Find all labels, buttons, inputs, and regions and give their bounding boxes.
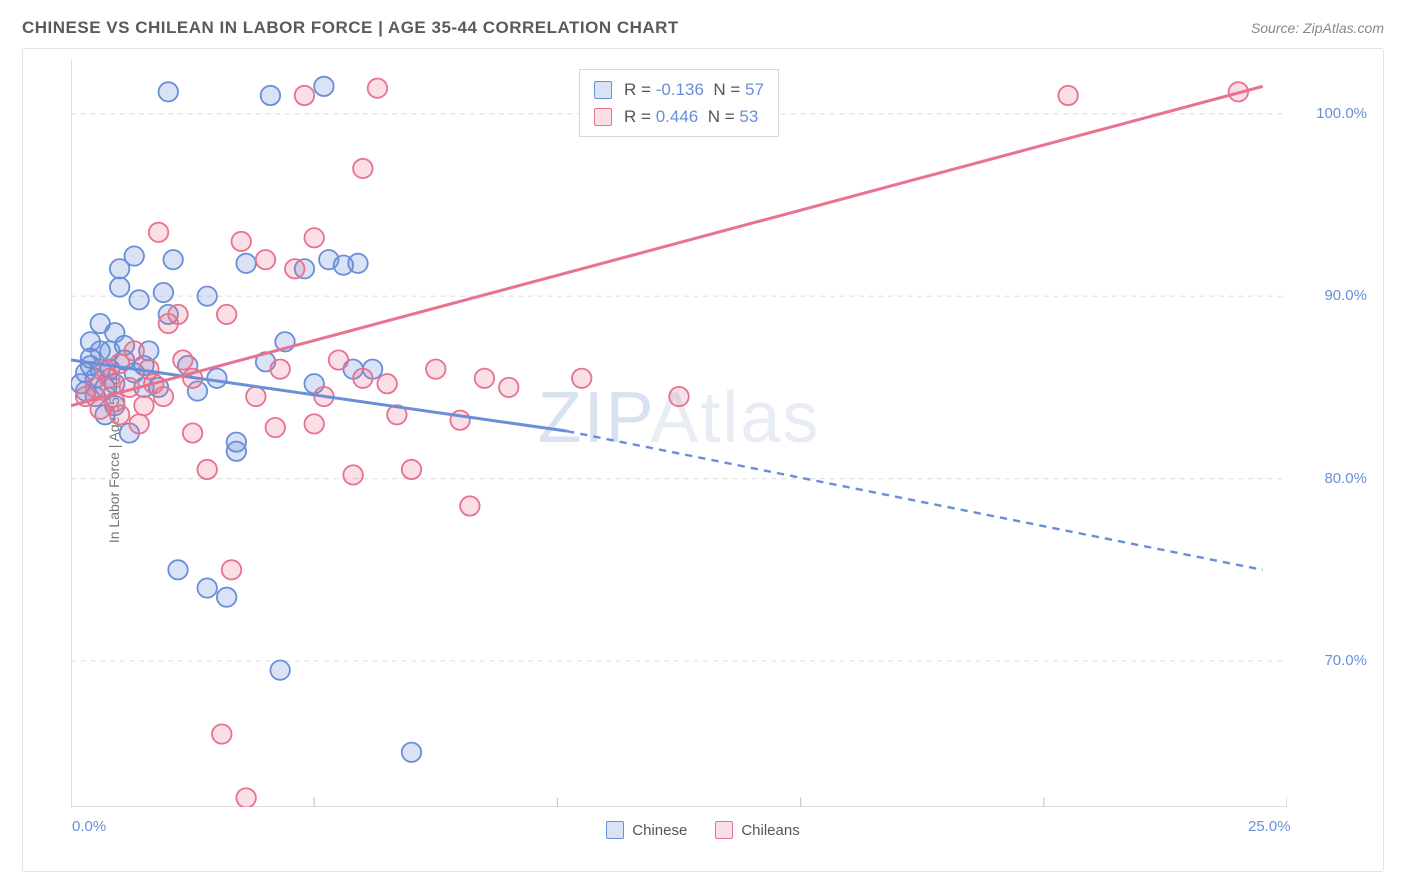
y-tick-label: 80.0%: [1324, 470, 1367, 487]
y-tick-label: 100.0%: [1316, 105, 1367, 122]
legend-swatch-chinese: [594, 81, 612, 99]
chart-title: CHINESE VS CHILEAN IN LABOR FORCE | AGE …: [22, 18, 679, 38]
plot-svg: [71, 59, 1287, 807]
legend-row-chileans: R = 0.446 N = 53: [594, 103, 764, 130]
correlation-legend: R = -0.136 N = 57 R = 0.446 N = 53: [579, 69, 779, 137]
chart-header: CHINESE VS CHILEAN IN LABOR FORCE | AGE …: [22, 18, 1384, 38]
chart-container: In Labor Force | Age 35-44 ZIPAtlas R = …: [22, 48, 1384, 872]
x-tick-label: 0.0%: [72, 818, 106, 835]
source-label: Source: ZipAtlas.com: [1251, 20, 1384, 36]
y-tick-label: 90.0%: [1324, 287, 1367, 304]
swatch-icon: [606, 821, 624, 839]
scatter-plot: ZIPAtlas R = -0.136 N = 57 R = 0.446 N =…: [71, 59, 1287, 807]
legend-swatch-chileans: [594, 108, 612, 126]
swatch-icon: [715, 821, 733, 839]
legend-entry-chinese: Chinese: [606, 821, 687, 839]
legend-entry-chileans: Chileans: [715, 821, 799, 839]
y-tick-label: 70.0%: [1324, 652, 1367, 669]
x-tick-label: 25.0%: [1248, 818, 1291, 835]
bottom-legend: Chinese Chileans: [23, 821, 1383, 839]
legend-row-chinese: R = -0.136 N = 57: [594, 76, 764, 103]
